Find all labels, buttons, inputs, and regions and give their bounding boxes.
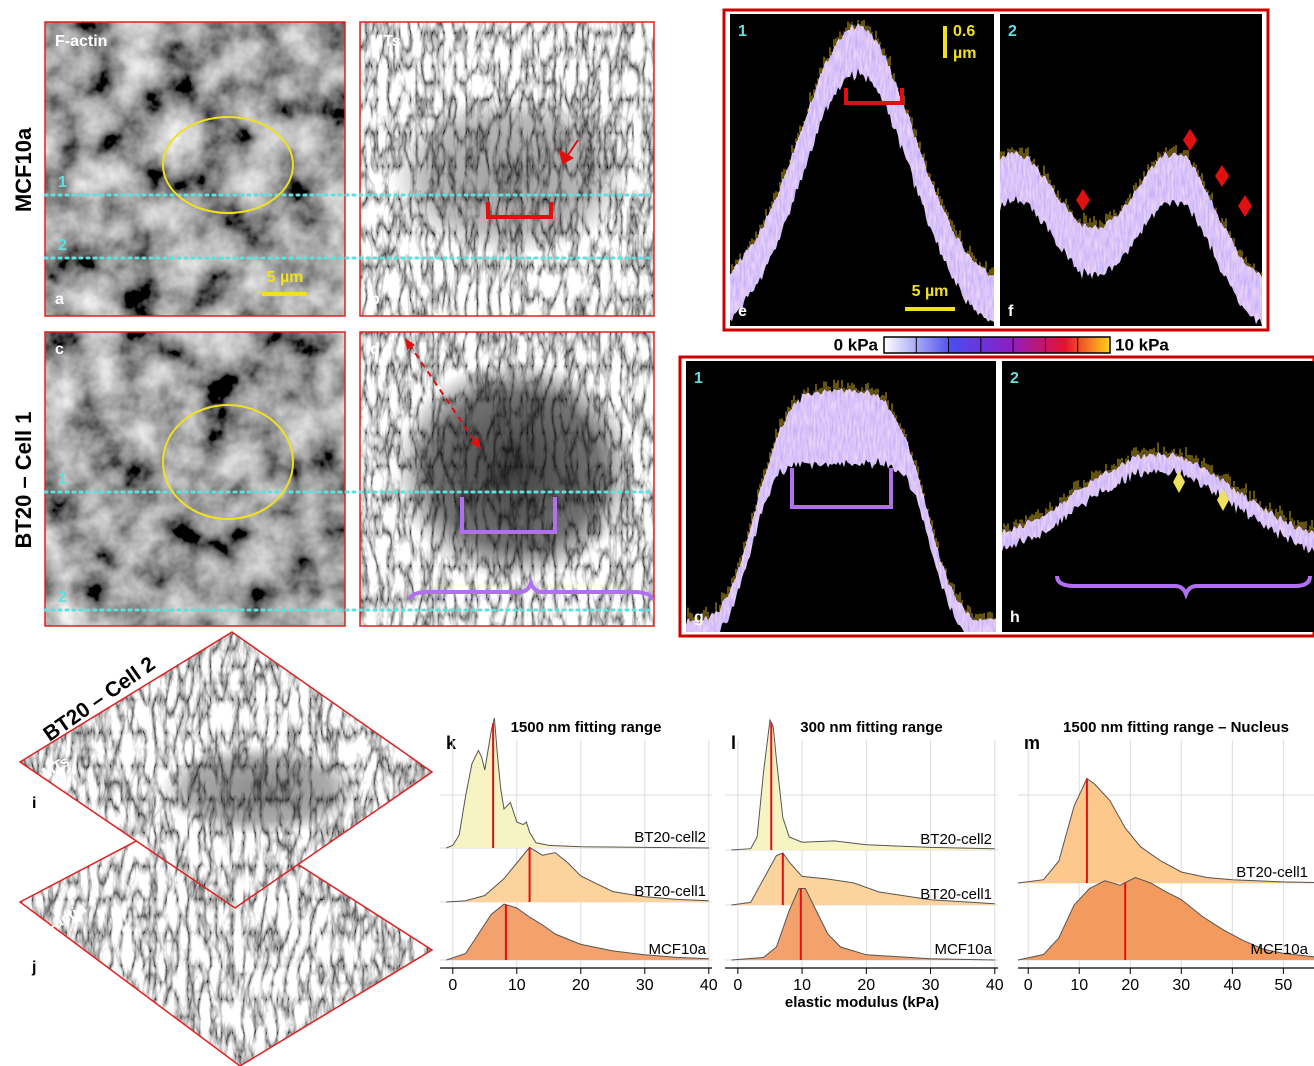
ridge-name: BT20-cell2 [634, 829, 706, 846]
ridge-name: BT20-cell1 [920, 886, 992, 903]
x-tick-label: 0 [1024, 977, 1033, 994]
nucleus-shade [395, 360, 635, 580]
row-label: MCF10a [11, 127, 36, 212]
section-number: 2 [58, 237, 67, 254]
scale-label: 5 µm [267, 269, 304, 286]
scale-label: µm [953, 45, 976, 62]
x-tick-label: 0 [448, 977, 457, 994]
ridge-name: BT20-cell2 [920, 831, 992, 848]
profile-bg [1002, 361, 1314, 632]
panel-letter: l [731, 733, 736, 753]
x-tick-label: 40 [1223, 977, 1241, 994]
scale-label: 0.6 [953, 23, 975, 40]
x-tick-label: 30 [1172, 977, 1190, 994]
x-tick-label: 20 [857, 977, 875, 994]
section-number: 2 [1008, 23, 1017, 40]
ridge-name: BT20-cell1 [634, 883, 706, 900]
section-number: 1 [694, 370, 703, 387]
plot-title: 1500 nm fitting range – Nucleus [1063, 719, 1289, 736]
colorbar-label: 10 kPa [1115, 335, 1169, 354]
panel-letter: j [31, 959, 36, 976]
x-tick-label: 40 [986, 977, 1004, 994]
x-tick-label: 10 [793, 977, 811, 994]
profile-panel [1002, 361, 1314, 632]
scale-label: 5 µm [912, 283, 949, 300]
x-tick-label: 0 [733, 977, 742, 994]
section-number: 1 [738, 23, 747, 40]
panel-letter: m [1024, 733, 1040, 753]
panel-letter: a [55, 291, 64, 308]
colorbar [884, 337, 1110, 353]
panel-letter: c [55, 341, 64, 358]
x-tick-label: 20 [1121, 977, 1139, 994]
panel-letter: k [446, 733, 457, 753]
ridge-name: BT20-cell1 [1236, 864, 1308, 881]
x-tick-label: 30 [636, 977, 654, 994]
x-tick-label: 10 [1070, 977, 1088, 994]
section-number: 1 [58, 471, 67, 488]
plot-title: 1500 nm fitting range [511, 719, 662, 736]
micrograph [45, 332, 345, 626]
x-tick-label: 40 [700, 977, 718, 994]
panel-letter: b [370, 291, 380, 308]
panel-letter: d [370, 341, 380, 358]
profile-panel [686, 361, 996, 632]
x-tick-label: 20 [572, 977, 590, 994]
colorbar-label: 0 kPa [834, 335, 879, 354]
section-number: 2 [58, 589, 67, 606]
section-number: 2 [1010, 370, 1019, 387]
panel-letter: e [738, 303, 747, 320]
page: MCF10a BT20 – Cell 1 F-actin a MTs b c d 1 2 1 2 5 µ… [0, 0, 1314, 1066]
nucleus-shade [390, 95, 630, 255]
plot-title: 300 nm fitting range [800, 719, 943, 736]
panel-letter: i [32, 795, 36, 812]
panel-letter: h [1010, 609, 1020, 626]
row-label: BT20 – Cell 1 [11, 412, 36, 549]
x-tick-label: 30 [922, 977, 940, 994]
panel-letter: g [694, 609, 704, 626]
x-tick-label: 50 [1274, 977, 1292, 994]
figure: MCF10a BT20 – Cell 1 F-actin a MTs b c d 1 2 1 2 5 µ… [0, 0, 1314, 1066]
panel-title: F-actin [55, 33, 107, 50]
ridge-name: MCF10a [934, 941, 992, 958]
panel-letter: f [1008, 303, 1014, 320]
section-number: 1 [58, 174, 67, 191]
panel-title: MTs [370, 33, 401, 50]
ridge-name: MCF10a [1250, 941, 1308, 958]
ridge-name: MCF10a [648, 941, 706, 958]
x-tick-label: 10 [508, 977, 526, 994]
nucleus-shade [160, 745, 360, 835]
x-axis-label: elastic modulus (kPa) [785, 994, 939, 1011]
